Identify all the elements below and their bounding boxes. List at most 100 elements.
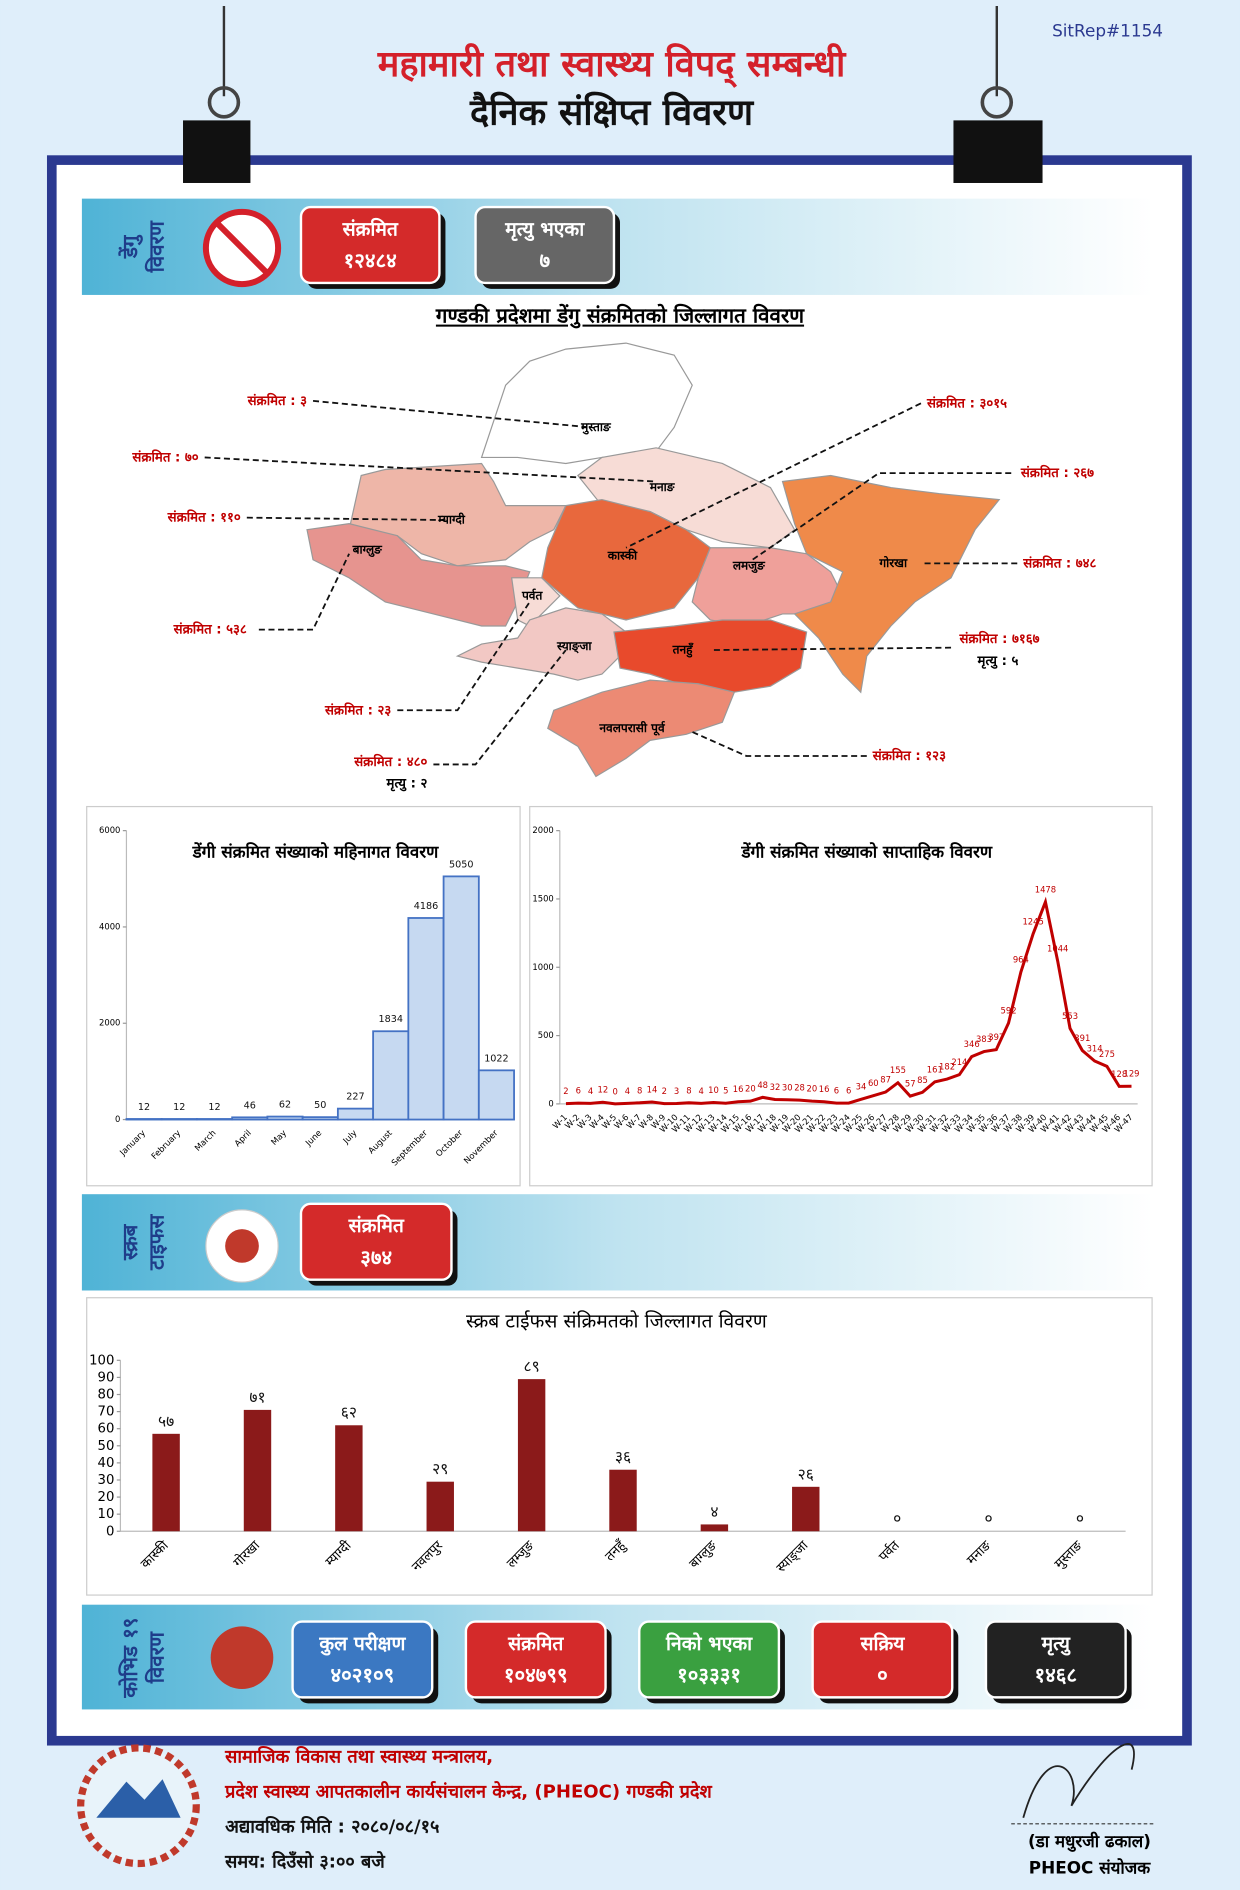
bar [407,917,445,1121]
bar [335,1425,363,1532]
value-label: ३६ [615,1447,631,1466]
bar [160,1118,198,1121]
value-label: २९ [432,1459,448,1478]
district-name: लमजुङ [732,558,766,573]
value-label: 1022 [484,1053,509,1064]
district-shape [455,607,627,681]
y-tick-label: 40 [98,1456,115,1471]
value-label: 4 [625,1086,630,1096]
value-label: 12 [173,1102,185,1113]
footer-line: सामाजिक विकास तथा स्वास्थ्य मन्त्रालय, [224,1746,493,1768]
bar [196,1118,234,1121]
clip [183,120,251,183]
value-label: 16 [819,1084,830,1094]
cases-label: संक्रमित : ५३८ [173,621,247,638]
card [299,1202,453,1281]
section-label: विवरण [145,220,169,273]
y-tick-label: 60 [98,1422,115,1437]
district-shape [781,474,1001,694]
value-label: 12 [138,1102,150,1113]
value-label: 214 [951,1057,967,1067]
value-label: २६ [798,1464,814,1483]
card-value: १०३३३१ [677,1663,741,1687]
card [638,1620,781,1699]
section-label: स्क्रब [118,1223,142,1261]
value-label: 20 [806,1084,817,1094]
district-name: गोरखा [878,555,908,570]
section-label: कोभिड १९ [118,1618,142,1699]
leader-line [710,646,952,651]
chart-title: स्क्रब टाईफस संक्रिमतको जिल्लागत विवरण [466,1309,768,1332]
card [811,1620,954,1699]
value-label: ५७ [158,1411,174,1430]
value-label: 3 [674,1086,679,1096]
district-name: स्याङ्जा [556,639,592,654]
value-label: 14 [647,1084,658,1094]
value-label: 50 [314,1100,326,1111]
district-name: नवलपरासी पूर्व [598,720,666,736]
bar [301,1116,339,1121]
cases-label: संक्रमित : ७४८ [1022,554,1096,571]
value-label: 12 [208,1102,220,1113]
value-label: 10 [708,1085,719,1095]
y-tick-label: 1000 [532,962,553,972]
value-label: 87 [880,1074,891,1084]
value-label: ६२ [341,1403,357,1422]
district-name: मनाङ [649,480,676,494]
cases-label: संक्रमित : २३ [324,701,391,718]
y-tick-label: 0 [115,1114,120,1124]
district-shape [547,679,736,778]
cases-label: संक्रमित : ७० [131,448,198,465]
leader-line [246,516,446,521]
bar [609,1469,637,1532]
leader-line [397,601,531,712]
card [464,1620,607,1699]
value-label: 34 [856,1082,867,1092]
bar [792,1486,820,1532]
bar [477,1069,515,1121]
card-label: निको भएका [665,1632,753,1655]
value-label: 1245 [1022,916,1043,926]
y-tick-label: 500 [538,1030,554,1040]
district-name: तनहुँ [672,642,694,659]
value-label: 2 [662,1086,667,1096]
value-label: 32 [770,1082,781,1092]
footer-line: अद्यावधिक मिति : २०८०/०८/१५ [225,1815,439,1837]
bar [517,1379,546,1532]
value-label: 553 [1062,1011,1078,1021]
y-tick-label: 20 [98,1490,115,1505]
value-label: 62 [279,1100,291,1111]
clip-ring [980,86,1014,119]
bar [266,1115,304,1121]
virus-icon [210,1626,274,1689]
subtitle: दैनिक संक्षिप्त विवरण [469,90,755,133]
y-tick-label: 90 [98,1370,115,1385]
y-tick-label: 70 [98,1405,115,1420]
bar [372,1030,410,1121]
card-label: कुल परीक्षण [318,1632,406,1656]
value-label: 85 [917,1075,928,1085]
value-label: 0 [612,1086,617,1096]
district-shape [348,462,567,567]
value-label: 383 [976,1034,992,1044]
chart-title: डेंगी संक्रमित संख्याको साप्ताहिक विवरण [740,841,992,861]
value-label: 161 [927,1064,943,1074]
sitrep: SitRep#1154 [1052,20,1163,40]
value-label: 8 [637,1085,642,1095]
district-name: म्याग्दी [437,512,466,527]
bar [336,1107,375,1121]
district-name: बाग्लुङ [352,543,383,558]
cases-label: संक्रमित : १२३ [872,747,946,764]
value-label: 2 [563,1086,568,1096]
y-tick-label: 0 [106,1524,114,1539]
y-tick-label: 50 [98,1439,115,1454]
card-value: १२४८४ [344,249,397,273]
title: महामारी तथा स्वास्थ्य विपद् सम्बन्धी [377,42,847,88]
value-label: 1044 [1047,944,1068,954]
district-name: पर्वत [521,587,544,602]
leader-line [751,472,1012,561]
card-value: १४६८ [1035,1663,1078,1687]
cases-label: संक्रमित : २६७ [1020,464,1094,481]
map-title: गण्डकी प्रदेशमा डेंगु संक्रमितको जिल्लाग… [435,304,805,329]
section-label: डेंगु [118,234,143,259]
